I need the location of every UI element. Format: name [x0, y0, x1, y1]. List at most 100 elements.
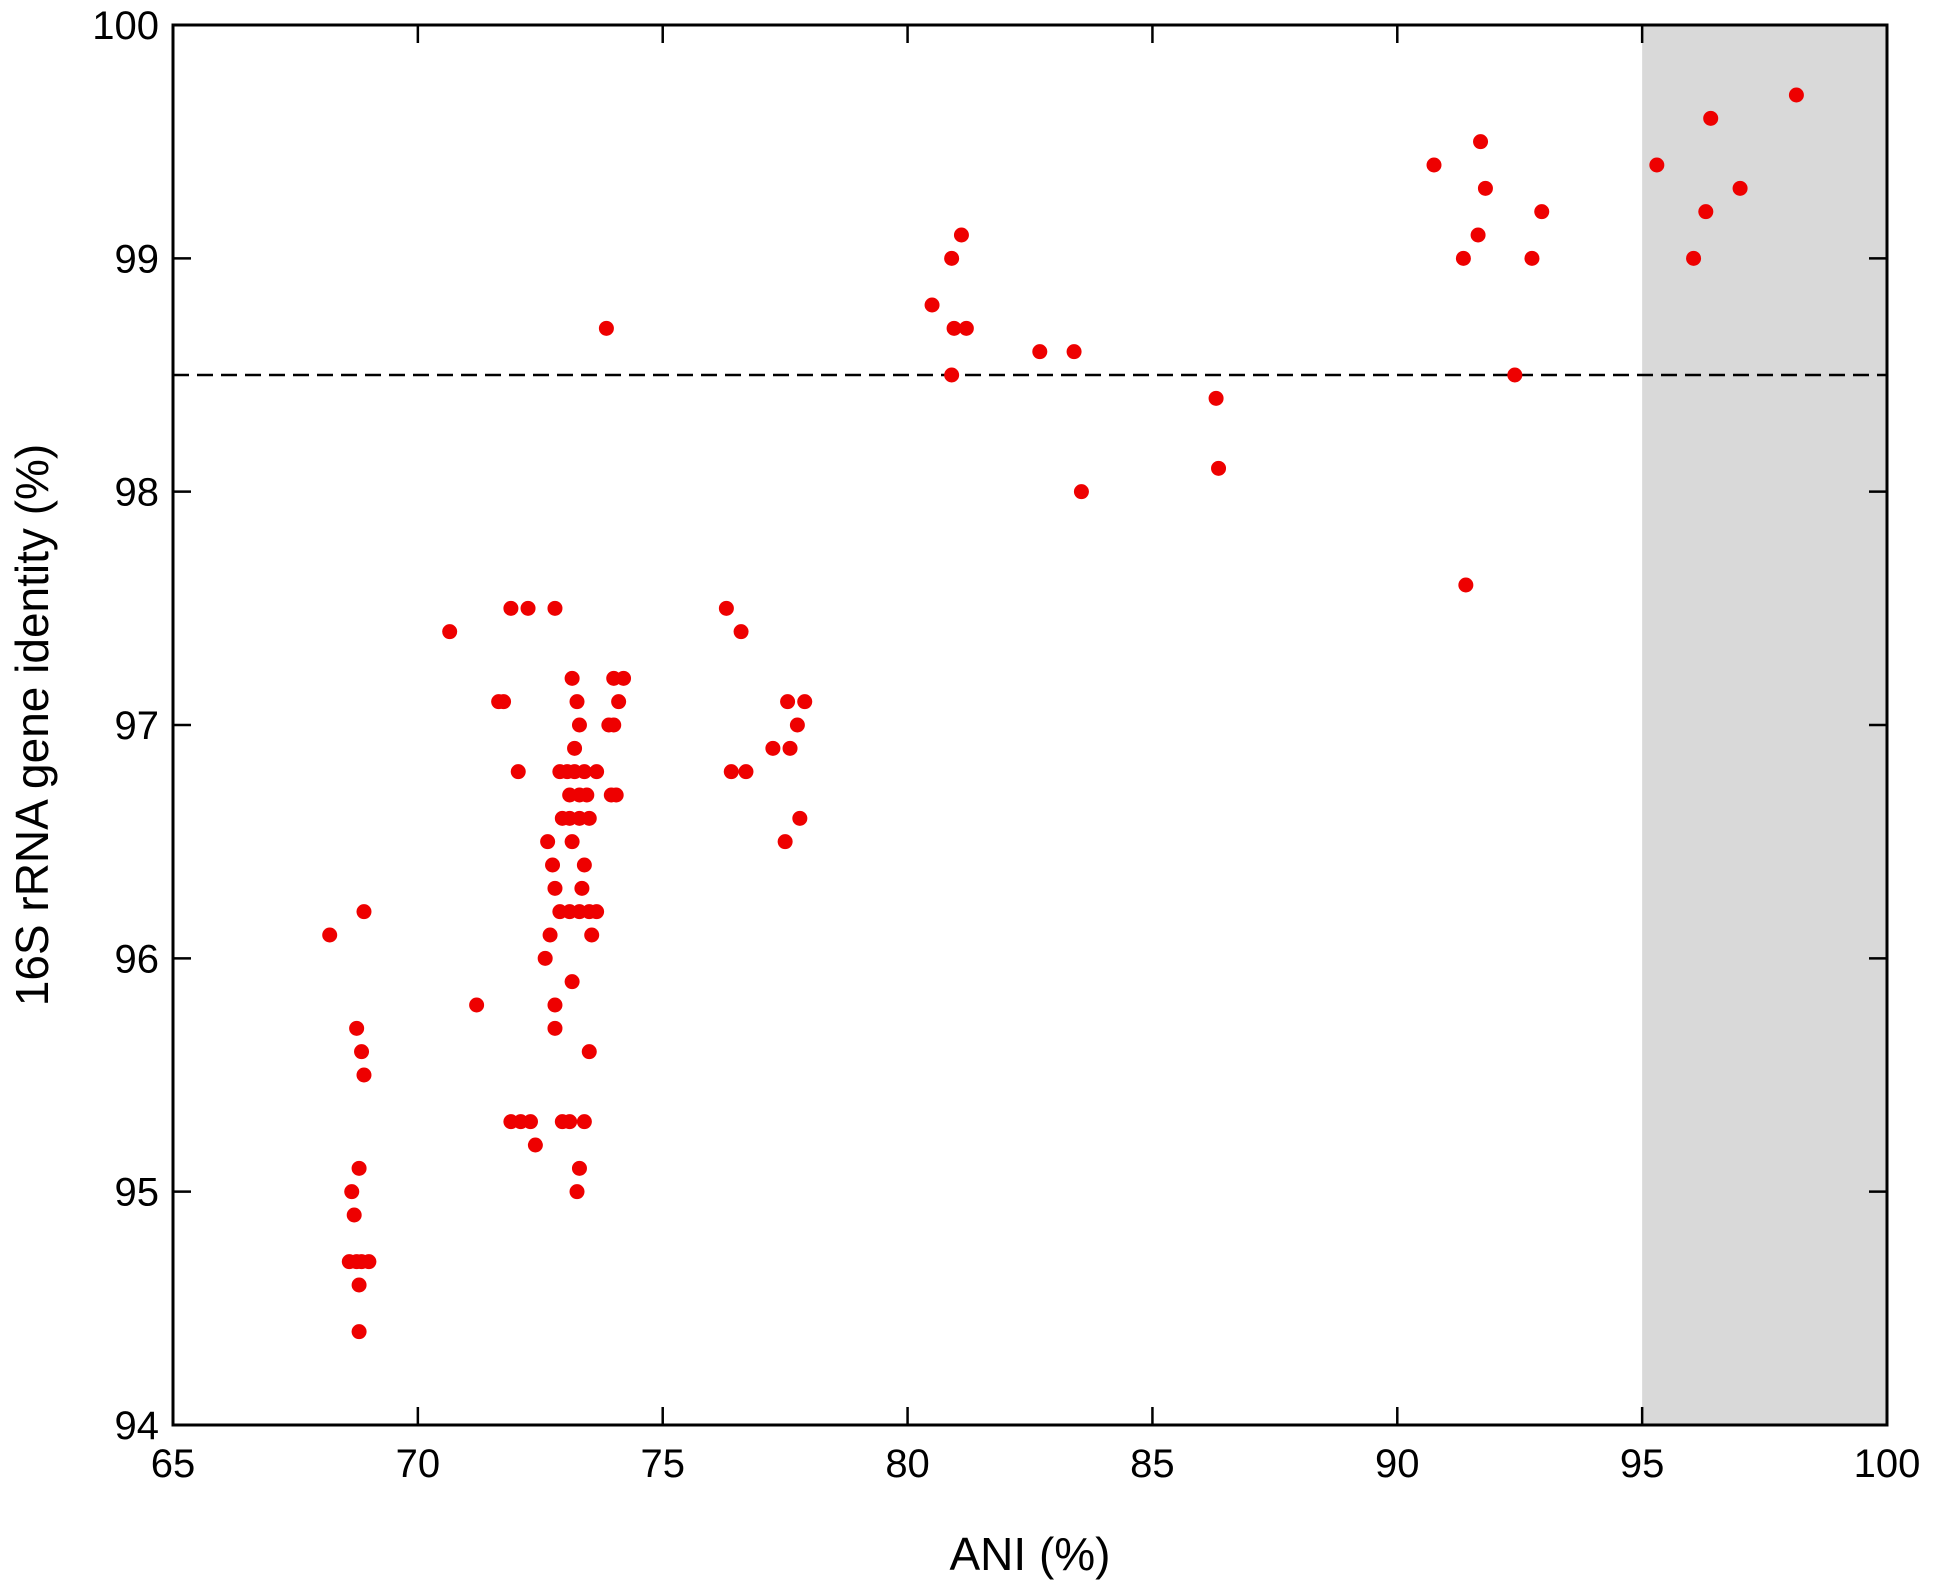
point [581, 1044, 597, 1060]
point [589, 904, 605, 920]
point [576, 857, 592, 873]
point [547, 1020, 563, 1036]
point [545, 857, 561, 873]
x-axis-label: ANI (%) [950, 1528, 1111, 1580]
point [351, 1160, 367, 1176]
y-tick-label: 94 [115, 1404, 160, 1448]
point [608, 787, 624, 803]
point [547, 997, 563, 1013]
point [571, 1160, 587, 1176]
point [1458, 577, 1474, 593]
y-tick-label: 100 [92, 4, 159, 48]
point [520, 600, 536, 616]
y-tick-label: 97 [115, 704, 160, 748]
point [351, 1324, 367, 1340]
point [496, 694, 512, 710]
x-tick-label: 80 [885, 1442, 930, 1486]
point [1649, 157, 1665, 173]
point [1534, 204, 1550, 220]
point [562, 1114, 578, 1130]
point [564, 834, 580, 850]
point [616, 670, 632, 686]
point [503, 600, 519, 616]
point [589, 764, 605, 780]
point [1066, 344, 1082, 360]
y-tick-label: 99 [115, 237, 160, 281]
point [1524, 250, 1540, 266]
point [1073, 484, 1089, 500]
y-tick-label: 96 [115, 937, 160, 981]
point [547, 880, 563, 896]
point [723, 764, 739, 780]
shaded-region [1642, 25, 1887, 1425]
point [1788, 87, 1804, 103]
point [792, 810, 808, 826]
point [581, 810, 597, 826]
point [569, 1184, 585, 1200]
point [540, 834, 556, 850]
x-tick-label: 75 [640, 1442, 685, 1486]
point [1477, 180, 1493, 196]
point [611, 694, 627, 710]
point [442, 624, 458, 640]
point [1698, 204, 1714, 220]
point [564, 670, 580, 686]
point [1732, 180, 1748, 196]
point [579, 787, 595, 803]
y-tick-label: 95 [115, 1171, 160, 1215]
point [606, 717, 622, 733]
point [718, 600, 734, 616]
point [571, 717, 587, 733]
point [733, 624, 749, 640]
point [1686, 250, 1702, 266]
point [349, 1020, 365, 1036]
point [574, 880, 590, 896]
point [944, 367, 960, 383]
point [1473, 134, 1489, 150]
y-tick-label: 98 [115, 471, 160, 515]
point [346, 1207, 362, 1223]
point [782, 740, 798, 756]
x-tick-label: 70 [396, 1442, 441, 1486]
point [537, 950, 553, 966]
x-tick-label: 65 [151, 1442, 196, 1486]
point [953, 227, 969, 243]
point [527, 1137, 543, 1153]
point [958, 320, 974, 336]
point [584, 927, 600, 943]
point [344, 1184, 360, 1200]
point [1470, 227, 1486, 243]
x-tick-label: 100 [1854, 1442, 1921, 1486]
point [738, 764, 754, 780]
plot-frame [171, 23, 1889, 1427]
point [356, 904, 372, 920]
point [569, 694, 585, 710]
point [780, 694, 796, 710]
point [1703, 110, 1719, 126]
y-axis-label: 16S rRNA gene identity (%) [6, 444, 58, 1007]
point [351, 1277, 367, 1293]
point [356, 1067, 372, 1083]
point [547, 600, 563, 616]
point [1426, 157, 1442, 173]
point [564, 974, 580, 990]
point [765, 740, 781, 756]
point [789, 717, 805, 733]
point [1211, 460, 1227, 476]
point [510, 764, 526, 780]
point [576, 1114, 592, 1130]
point [1455, 250, 1471, 266]
point [1208, 390, 1224, 406]
x-tick-label: 95 [1620, 1442, 1665, 1486]
point [777, 834, 793, 850]
point [361, 1254, 377, 1270]
point [924, 297, 940, 313]
point [946, 320, 962, 336]
point [1507, 367, 1523, 383]
point [797, 694, 813, 710]
point [469, 997, 485, 1013]
point [1032, 344, 1048, 360]
point [354, 1044, 370, 1060]
point [542, 927, 558, 943]
point [322, 927, 338, 943]
